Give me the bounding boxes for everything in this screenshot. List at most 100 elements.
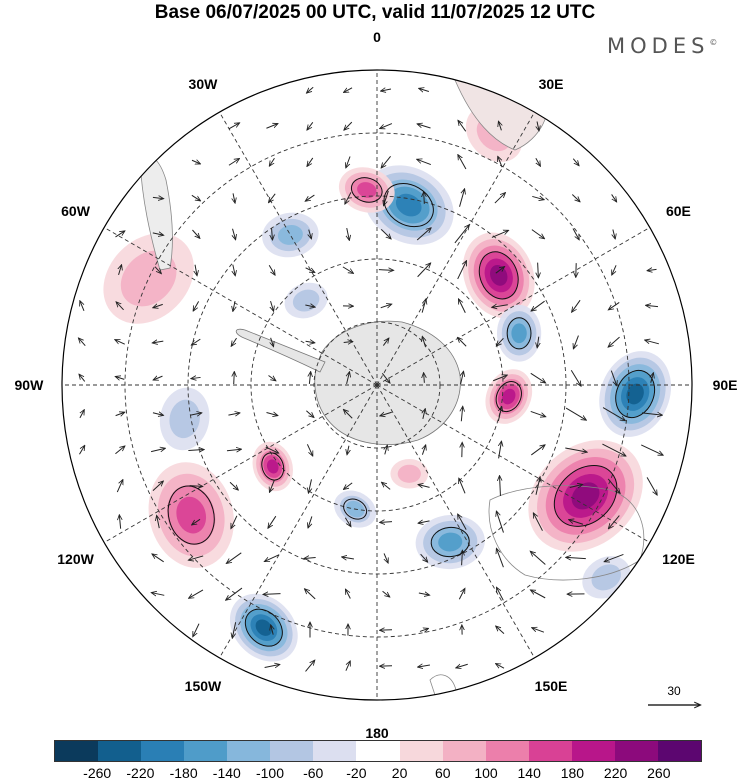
wind-vector bbox=[190, 413, 202, 415]
wind-vector bbox=[459, 479, 466, 494]
wind-vector bbox=[609, 515, 620, 529]
map-boundary bbox=[61, 69, 693, 701]
meridian-line-10 bbox=[103, 227, 378, 386]
wind-vector bbox=[191, 377, 201, 378]
wind-vector bbox=[458, 121, 467, 132]
wind-vector bbox=[116, 480, 122, 493]
wind-vector bbox=[381, 89, 392, 91]
anomaly-level-1-3 bbox=[357, 182, 377, 198]
wind-vector bbox=[646, 477, 657, 494]
wind-vector bbox=[119, 515, 120, 529]
wind-vector bbox=[80, 301, 85, 312]
wind-vector bbox=[574, 335, 579, 349]
wind-vector bbox=[308, 516, 313, 527]
longitude-label-150e: 150E bbox=[534, 678, 568, 695]
wind-vector bbox=[305, 305, 314, 307]
colorbar-swatch bbox=[55, 741, 99, 761]
longitude-label-90e: 90E bbox=[712, 377, 738, 393]
wind-vector bbox=[347, 445, 349, 454]
wind-vector bbox=[535, 477, 540, 495]
wind-vector bbox=[188, 450, 203, 451]
wind-vector bbox=[531, 552, 546, 565]
anomaly-level-13-2 bbox=[277, 225, 303, 245]
wind-vector bbox=[570, 370, 580, 385]
wind-vector bbox=[381, 156, 391, 167]
streamline-loop-2 bbox=[478, 251, 519, 300]
wind-vector bbox=[641, 413, 662, 415]
wind-vector bbox=[271, 337, 274, 346]
wind-vector bbox=[384, 553, 388, 562]
wind-vector bbox=[417, 263, 431, 278]
wind-vectors bbox=[79, 86, 663, 672]
wind-vector bbox=[307, 121, 314, 129]
streamline-loop-1 bbox=[350, 177, 383, 203]
wind-vector bbox=[305, 589, 316, 600]
wind-vector bbox=[154, 376, 163, 380]
wind-vector bbox=[608, 336, 620, 347]
streamline-loop-0 bbox=[383, 183, 434, 228]
colorbar-tick-label: 60 bbox=[435, 765, 451, 781]
brand-text: MODES bbox=[607, 34, 710, 58]
wind-vector bbox=[189, 589, 204, 598]
wind-vector bbox=[499, 122, 502, 131]
anomaly-center-14 bbox=[159, 387, 210, 451]
colorbar-tick-label: -100 bbox=[255, 765, 285, 781]
wind-vector bbox=[233, 193, 235, 202]
wind-vector bbox=[416, 228, 431, 241]
wind-vector bbox=[309, 372, 310, 385]
wind-vector bbox=[535, 157, 540, 166]
wind-vector bbox=[152, 413, 163, 415]
anomaly-field bbox=[103, 105, 672, 662]
colorbar-swatch bbox=[571, 741, 615, 761]
colorbar-tick-label: -260 bbox=[83, 765, 112, 781]
wind-vector bbox=[498, 157, 503, 168]
wind-vector bbox=[192, 338, 201, 345]
wind-vector bbox=[500, 476, 501, 496]
colorbar-tick-label: 100 bbox=[474, 765, 498, 781]
wind-vector bbox=[566, 557, 586, 558]
wind-vector bbox=[233, 264, 235, 276]
wind-vector bbox=[531, 445, 544, 456]
wind-vector bbox=[271, 625, 273, 635]
wind-vector bbox=[497, 407, 501, 422]
colorbar-swatch bbox=[270, 741, 314, 761]
antarctic-peninsula bbox=[235, 328, 326, 373]
colorbar-tick-label: -60 bbox=[303, 765, 324, 781]
wind-vector bbox=[266, 124, 277, 129]
wind-vector bbox=[272, 228, 273, 239]
wind-vector bbox=[152, 481, 163, 491]
wind-vector bbox=[157, 516, 160, 529]
wind-vector bbox=[424, 192, 425, 204]
wind-vector bbox=[152, 233, 163, 235]
wind-vector bbox=[227, 552, 242, 563]
streamline-loop-5 bbox=[495, 381, 522, 413]
wind-vector bbox=[572, 158, 578, 166]
wind-vector bbox=[347, 372, 350, 384]
anomaly-level-7-3 bbox=[438, 532, 463, 552]
wind-vector bbox=[497, 337, 504, 345]
wind-vector bbox=[189, 486, 203, 487]
wind-vector bbox=[419, 89, 430, 92]
colorbar-tick-label: -220 bbox=[126, 765, 155, 781]
wind-vector bbox=[306, 444, 312, 455]
wind-vector bbox=[458, 589, 464, 600]
wind-vector bbox=[419, 629, 428, 632]
colorbar-tick-label: -20 bbox=[346, 765, 367, 781]
wind-vector bbox=[497, 588, 504, 601]
wind-vector bbox=[532, 196, 543, 199]
wind-vector bbox=[192, 518, 201, 524]
colorbar-tick-label: 140 bbox=[517, 765, 541, 781]
wind-vector bbox=[309, 479, 312, 492]
streamline-loop-3 bbox=[506, 317, 532, 350]
anomaly-level-5-4 bbox=[502, 388, 516, 405]
longitude-label-0: 0 bbox=[373, 28, 381, 45]
brand-mark: © bbox=[709, 38, 718, 47]
colorbar-swatch bbox=[399, 741, 443, 761]
wind-vector bbox=[645, 340, 659, 345]
polar-map[interactable] bbox=[0, 0, 750, 735]
meridian-line-2 bbox=[376, 227, 651, 386]
wind-vector bbox=[422, 337, 425, 348]
wind-vector bbox=[344, 121, 353, 130]
brand-logo: MODES© bbox=[607, 34, 717, 58]
wind-vector bbox=[344, 482, 353, 489]
